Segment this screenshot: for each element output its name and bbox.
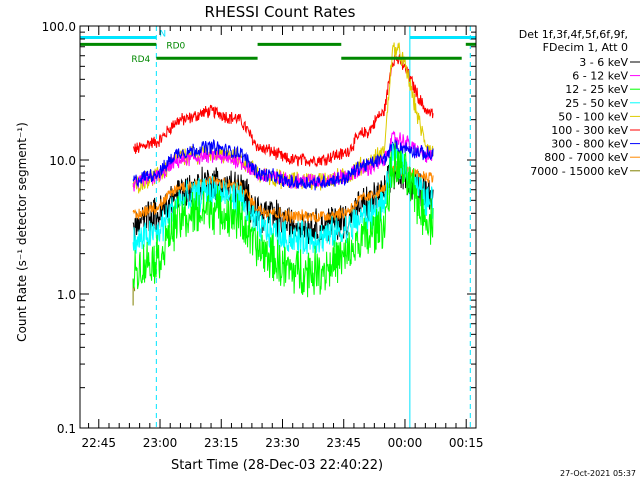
- flag-bar-label-0: N: [159, 30, 166, 40]
- x-tick-label-3: 23:30: [265, 436, 300, 450]
- y-tick-label-0: 0.1: [57, 422, 76, 436]
- legend-entry-label-4: 50 - 100 keV: [558, 110, 628, 123]
- legend-entry-label-7: 800 - 7000 keV: [544, 151, 628, 164]
- y-tick-label-1: 1.0: [57, 288, 76, 302]
- y-tick-label-2: 10.0: [49, 154, 76, 168]
- legend-entry-label-5: 100 - 300 keV: [551, 124, 628, 137]
- x-tick-label-6: 00:15: [449, 436, 484, 450]
- y-tick-label-3: 100.0: [42, 20, 76, 34]
- x-tick-label-0: 22:45: [81, 436, 116, 450]
- x-tick-label-5: 00:00: [388, 436, 423, 450]
- x-tick-label-1: 23:00: [143, 436, 178, 450]
- y-axis-label: Count Rate (s⁻¹ detector segment⁻¹): [15, 122, 29, 342]
- legend-entry-label-8: 7000 - 15000 keV: [530, 165, 628, 178]
- flag-bar-label-2: RD4: [131, 55, 150, 65]
- footer-timestamp: 27-Oct-2021 05:37: [560, 469, 636, 478]
- series-line-7: [132, 165, 434, 224]
- series-line-6: [132, 138, 434, 191]
- series-line-3: [132, 143, 434, 256]
- chart-title: RHESSI Count Rates: [205, 3, 356, 21]
- flag-bar-label-1: RD0: [166, 41, 185, 51]
- legend-entry-label-3: 25 - 50 keV: [565, 97, 628, 110]
- x-tick-label-2: 23:15: [204, 436, 239, 450]
- series-line-1: [132, 130, 434, 192]
- plot-frame: [79, 25, 477, 429]
- legend-header-line-2: FDecim 1, Att 0: [543, 41, 628, 54]
- legend-entry-label-1: 6 - 12 keV: [572, 70, 628, 83]
- legend-entry-label-2: 12 - 25 keV: [565, 83, 628, 96]
- legend-header-line-1: Det 1f,3f,4f,5f,6f,9f,: [519, 28, 628, 41]
- legend-entry-label-6: 300 - 800 keV: [551, 138, 628, 151]
- series-line-2: [132, 142, 434, 298]
- series-line-5: [132, 54, 434, 168]
- x-tick-label-4: 23:45: [326, 436, 361, 450]
- series-line-4: [132, 42, 434, 194]
- legend-entry-label-0: 3 - 6 keV: [579, 56, 628, 69]
- x-axis-label: Start Time (28-Dec-03 22:40:22): [171, 458, 383, 473]
